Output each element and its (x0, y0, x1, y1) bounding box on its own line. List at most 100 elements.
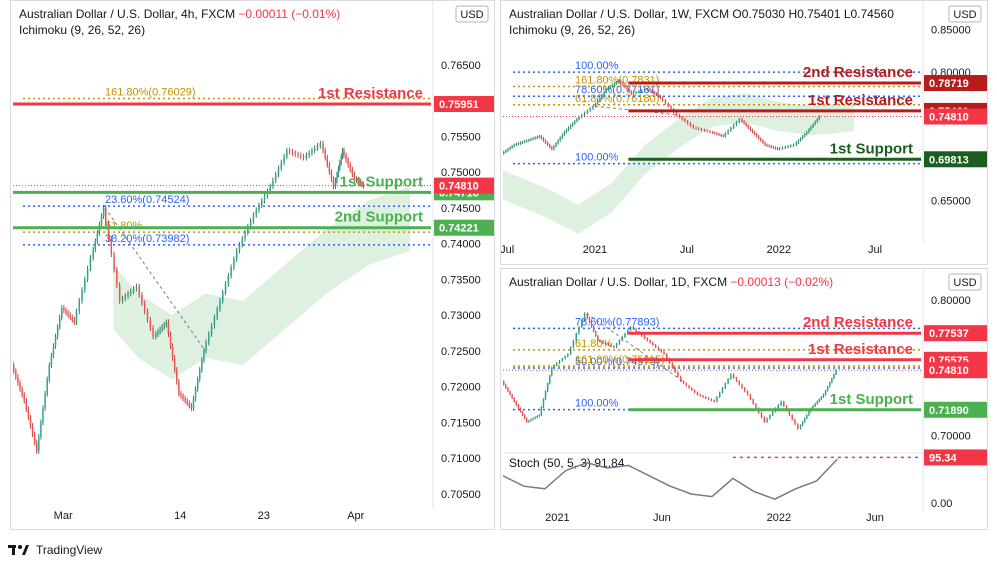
candle-body (628, 89, 630, 92)
candle-body (778, 148, 781, 150)
chart-title-c1w: Australian Dollar / U.S. Dollar, 1W, FXC… (509, 7, 894, 21)
candle-body (679, 376, 682, 382)
candle-body (794, 419, 796, 425)
candle-body (592, 326, 595, 332)
fib-label: 78.60%(0.77893) (575, 316, 659, 328)
candle-body (255, 210, 257, 215)
fib-label: 100.00% (575, 60, 619, 72)
chart-svg-4h[interactable]: Australian Dollar / U.S. Dollar, 4h, FXC… (11, 1, 495, 530)
y-tick-label: 0.75500 (441, 131, 481, 143)
candle-body (796, 424, 799, 429)
candle-body (13, 365, 15, 372)
level-price-text: 0.78719 (929, 78, 969, 90)
candle-body (525, 418, 528, 422)
ichimoku-cloud (113, 186, 411, 380)
candle-body (777, 404, 780, 409)
candle-body (615, 343, 618, 348)
chart-change: −0.00013 (−0.02%) (727, 275, 833, 289)
fib-label: 100.00% (575, 152, 619, 164)
candle-body (196, 379, 199, 389)
candle-body (199, 369, 201, 380)
candle-body (730, 127, 732, 131)
y-tick-label: 0.65000 (931, 195, 971, 207)
candle-body (727, 378, 729, 384)
currency-badge (455, 5, 489, 23)
candle-body (806, 415, 808, 419)
candle-body (635, 329, 637, 332)
candle-body (601, 341, 604, 343)
chart-panel-4h[interactable]: Australian Dollar / U.S. Dollar, 4h, FXC… (10, 0, 495, 530)
candle-body (274, 174, 277, 181)
candle-body (205, 342, 207, 351)
candle-body (578, 117, 580, 120)
candle-body (127, 293, 129, 296)
candle-body (720, 134, 722, 136)
candle-body (638, 91, 640, 93)
candle-body (48, 365, 51, 380)
candle-body (355, 179, 358, 181)
candle-body (75, 311, 78, 323)
candle-body (835, 370, 837, 375)
candle-body (806, 132, 808, 135)
y-tick-label: 0.73500 (441, 274, 481, 286)
chart-panel-1d[interactable]: Australian Dollar / U.S. Dollar, 1D, FXC… (500, 268, 988, 530)
chart-svg-1d[interactable]: Australian Dollar / U.S. Dollar, 1D, FXC… (501, 269, 988, 530)
candle-body (716, 133, 718, 135)
candle-body (25, 400, 28, 410)
x-tick-label: Jun (866, 512, 884, 524)
candle-body (820, 397, 823, 400)
chart-svg-1w[interactable]: Australian Dollar / U.S. Dollar, 1W, FXC… (501, 1, 988, 265)
candle-body (613, 83, 616, 85)
y-tick-label: 0.76500 (441, 60, 481, 72)
chart-change: −0.00011 (−0.01%) (235, 7, 340, 21)
candle-body (667, 103, 669, 107)
candle-body (233, 259, 235, 268)
candle-body (738, 119, 741, 123)
candle-body (35, 442, 38, 451)
y-tick-label: 0.73000 (441, 310, 481, 322)
candle-body (511, 146, 513, 148)
candle-body (46, 379, 48, 394)
candle-body (277, 168, 280, 175)
candle-body (509, 147, 511, 150)
candle-body (258, 205, 260, 211)
x-tick-label: 2022 (767, 512, 791, 524)
candle-body (536, 416, 538, 418)
candle-body (792, 144, 795, 146)
candle-body (519, 142, 522, 144)
candle-body (692, 125, 695, 128)
candle-body (227, 275, 230, 285)
candle-body (569, 125, 572, 128)
fib-label: 61.80% (575, 338, 613, 350)
candle-body (521, 141, 524, 143)
candle-body (808, 129, 810, 132)
candle-body (525, 140, 528, 142)
level-price-tag (924, 401, 987, 418)
candle-body (769, 415, 771, 419)
candle-body (581, 320, 583, 327)
candle-body (632, 92, 635, 94)
chart-panel-1w[interactable]: Australian Dollar / U.S. Dollar, 1W, FXC… (500, 0, 988, 265)
candle-body (110, 238, 113, 255)
candle-body (781, 147, 784, 149)
x-tick-label: Jun (653, 512, 671, 524)
candle-body (559, 137, 561, 141)
candle-body (675, 112, 678, 115)
candle-body (706, 130, 708, 132)
candle-body (630, 91, 632, 94)
candle-body (113, 254, 115, 270)
candle-body (305, 155, 308, 158)
currency-badge (948, 5, 982, 23)
candle-body (640, 90, 643, 92)
candle-body (513, 398, 515, 402)
candle-body (677, 372, 679, 377)
candle-body (763, 417, 766, 422)
candle-body (155, 334, 157, 337)
candle-body (760, 138, 762, 141)
candle-body (347, 160, 349, 165)
candle-body (594, 331, 597, 336)
candle-body (592, 106, 594, 109)
candle-body (569, 347, 572, 355)
indicator-label: Ichimoku (9, 26, 52, 26) (509, 23, 635, 37)
candle-body (583, 112, 586, 115)
